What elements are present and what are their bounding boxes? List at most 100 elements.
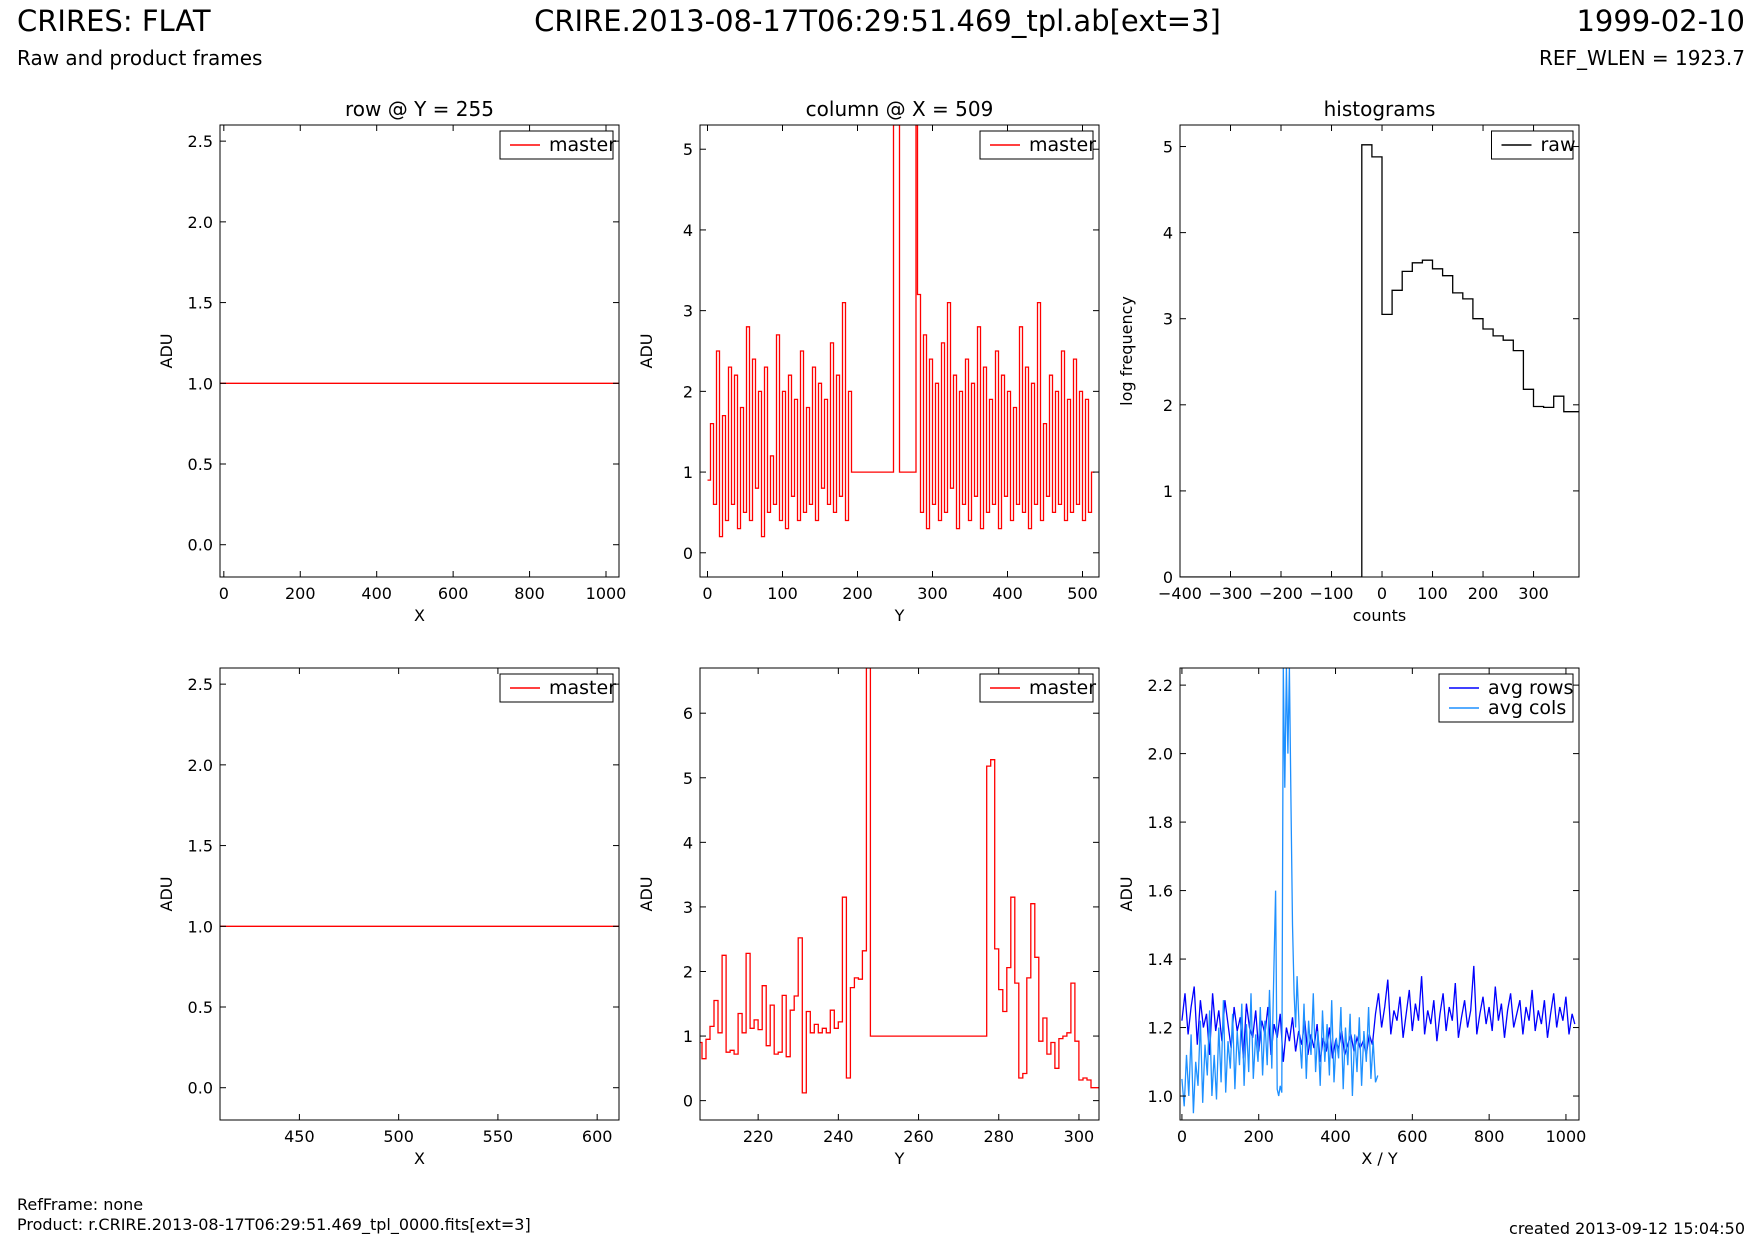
y-axis-label: log frequency <box>1117 296 1136 406</box>
y-tick-label: 0 <box>683 1092 693 1111</box>
y-tick-label: 2.2 <box>1148 676 1173 695</box>
legend: master <box>499 130 616 160</box>
x-tick-label: 800 <box>514 584 545 603</box>
y-tick-label: 1 <box>683 1027 693 1046</box>
y-tick-label: 2 <box>683 382 693 401</box>
x-tick-label: 550 <box>483 1127 514 1146</box>
y-tick-label: 1.0 <box>1148 1087 1173 1106</box>
plot-frame <box>699 124 1100 578</box>
frame-filename: CRIRE.2013-08-17T06:29:51.469_tpl.ab[ext… <box>534 4 1221 38</box>
plot-frame <box>699 667 1100 1121</box>
plot-frame <box>219 124 620 578</box>
y-tick-label: 3 <box>683 302 693 321</box>
x-tick-label: −100 <box>1310 584 1354 603</box>
x-tick-label: 400 <box>992 584 1023 603</box>
series-line-master <box>700 668 1099 1094</box>
x-tick-label: −200 <box>1259 584 1303 603</box>
y-tick-label: 2.5 <box>188 132 213 151</box>
figure-subtitle: Raw and product frames <box>17 46 263 70</box>
x-tick-label: 800 <box>1474 1127 1505 1146</box>
y-tick-label: 5 <box>1163 138 1173 157</box>
y-tick-label: 0.5 <box>188 455 213 474</box>
y-tick-label: 5 <box>683 140 693 159</box>
y-tick-label: 1.6 <box>1148 882 1173 901</box>
y-tick-label: 4 <box>683 833 693 852</box>
y-tick-label: 1.0 <box>188 917 213 936</box>
x-tick-label: 0 <box>1377 584 1387 603</box>
y-axis-label: ADU <box>637 877 656 912</box>
y-tick-label: 2.0 <box>188 756 213 775</box>
x-tick-label: 400 <box>1320 1127 1351 1146</box>
x-tick-label: 220 <box>743 1127 774 1146</box>
series-line-raw <box>1180 144 1579 577</box>
y-tick-label: 1 <box>683 463 693 482</box>
y-tick-label: 0 <box>1163 568 1173 587</box>
plot-frame <box>1179 124 1580 578</box>
x-axis-label: X / Y <box>1361 1149 1398 1168</box>
x-axis-label: Y <box>894 1149 905 1168</box>
legend-box <box>1438 673 1574 723</box>
y-tick-label: 0.5 <box>188 998 213 1017</box>
panel-title: column @ X = 509 <box>806 97 994 121</box>
x-tick-label: 0 <box>219 584 229 603</box>
y-axis-label: ADU <box>157 877 176 912</box>
x-tick-label: 200 <box>1243 1127 1274 1146</box>
legend-label: master <box>549 677 616 699</box>
x-tick-label: 240 <box>823 1127 854 1146</box>
y-tick-label: 1.8 <box>1148 813 1173 832</box>
legend-label: master <box>549 134 616 156</box>
refframe-note: RefFrame: none <box>17 1195 144 1214</box>
panel-title: histograms <box>1324 97 1436 121</box>
legend-label: raw <box>1541 134 1576 156</box>
x-tick-label: 0 <box>1177 1127 1187 1146</box>
y-axis-label: ADU <box>637 334 656 369</box>
series-line-avg-cols <box>1181 668 1379 1114</box>
x-tick-label: −400 <box>1158 584 1202 603</box>
reference-wavelength: REF_WLEN = 1923.7 <box>1538 46 1745 70</box>
chart-panel-3: −400 −300 −200 −100 0 100 200 300 0 1 2 3 4 5 histogra… <box>1117 97 1580 625</box>
x-tick-label: 200 <box>1468 584 1499 603</box>
x-tick-label: 300 <box>1064 1127 1095 1146</box>
figure-title: CRIRES: FLAT <box>17 4 211 38</box>
y-axis-label: ADU <box>1117 877 1136 912</box>
x-tick-label: 300 <box>1518 584 1549 603</box>
y-tick-label: 1 <box>1163 482 1173 501</box>
x-tick-label: 100 <box>767 584 798 603</box>
product-note: Product: r.CRIRE.2013-08-17T06:29:51.469… <box>17 1215 531 1234</box>
legend-label: avg cols <box>1488 697 1566 719</box>
x-tick-label: 600 <box>582 1127 613 1146</box>
y-tick-label: 3 <box>1163 310 1173 329</box>
x-axis-label: X <box>414 1149 425 1168</box>
y-tick-label: 5 <box>683 769 693 788</box>
y-tick-label: 4 <box>1163 224 1173 243</box>
plot-frame <box>1179 667 1580 1121</box>
y-tick-label: 2 <box>683 962 693 981</box>
y-axis-label: ADU <box>157 334 176 369</box>
x-tick-label: 280 <box>983 1127 1014 1146</box>
x-tick-label: 400 <box>361 584 392 603</box>
x-axis-label: Y <box>894 606 905 625</box>
legend-label: master <box>1029 134 1096 156</box>
created-timestamp: created 2013-09-12 15:04:50 <box>1509 1219 1745 1238</box>
plot-frame <box>219 667 620 1121</box>
panel-title: row @ Y = 255 <box>345 97 494 121</box>
chart-panel-4: 450 500 550 600 0.0 0.5 1.0 1.5 2.0 2.5 X ADU master <box>157 667 620 1168</box>
x-tick-label: −300 <box>1209 584 1253 603</box>
y-tick-label: 4 <box>683 221 693 240</box>
x-axis-label: X <box>414 606 425 625</box>
x-tick-label: 260 <box>903 1127 934 1146</box>
y-tick-label: 2.0 <box>1148 745 1173 764</box>
y-tick-label: 6 <box>683 704 693 723</box>
x-tick-label: 1000 <box>586 584 627 603</box>
x-axis-label: counts <box>1353 606 1406 625</box>
y-tick-label: 2.5 <box>188 675 213 694</box>
x-tick-label: 500 <box>1067 584 1098 603</box>
chart-panel-2: 0 100 200 300 400 500 0 1 2 3 4 5 column @ X = 509 Y A… <box>637 97 1100 625</box>
x-tick-label: 450 <box>284 1127 315 1146</box>
x-tick-label: 200 <box>285 584 316 603</box>
y-tick-label: 3 <box>683 898 693 917</box>
y-tick-label: 1.4 <box>1148 950 1173 969</box>
series-line-master <box>707 125 1095 538</box>
